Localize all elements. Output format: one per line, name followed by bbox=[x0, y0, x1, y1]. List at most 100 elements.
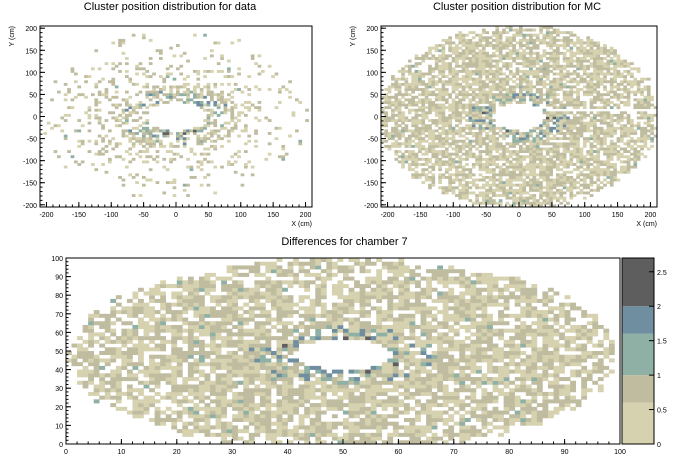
heatmap-cell bbox=[569, 160, 574, 164]
heatmap-cell bbox=[414, 75, 419, 79]
heatmap-cell bbox=[623, 134, 628, 138]
heatmap-cell bbox=[643, 137, 648, 141]
heatmap-cell bbox=[636, 152, 641, 156]
heatmap-cell bbox=[562, 137, 567, 141]
heatmap-cell bbox=[640, 80, 644, 84]
heatmap-cell bbox=[159, 57, 163, 60]
heatmap-cell bbox=[525, 72, 530, 76]
heatmap-cell bbox=[210, 369, 216, 374]
heatmap-cell bbox=[126, 373, 133, 378]
heatmap-cell bbox=[193, 88, 197, 91]
heatmap-cell bbox=[94, 139, 99, 143]
heatmap-cell bbox=[495, 82, 500, 86]
heatmap-cell bbox=[461, 108, 466, 112]
heatmap-cell bbox=[545, 72, 550, 76]
heatmap-cell bbox=[149, 306, 155, 311]
heatmap-cell bbox=[118, 69, 122, 73]
heatmap-cell bbox=[626, 121, 631, 125]
heatmap-cell bbox=[461, 168, 466, 172]
heatmap-cell bbox=[596, 168, 601, 172]
heatmap-cell bbox=[606, 69, 611, 73]
heatmap-cell bbox=[444, 88, 449, 91]
heatmap-cell bbox=[616, 98, 621, 102]
heatmap-cell bbox=[186, 59, 190, 63]
heatmap-cell bbox=[492, 126, 496, 130]
heatmap-cell bbox=[636, 90, 641, 94]
heatmap-cell bbox=[196, 137, 201, 141]
heatmap-cell bbox=[232, 291, 239, 296]
heatmap-cell bbox=[50, 126, 54, 130]
heatmap-cell bbox=[431, 150, 436, 153]
heatmap-cell bbox=[596, 75, 601, 79]
heatmap-cell bbox=[461, 116, 466, 120]
heatmap-cell bbox=[492, 183, 496, 187]
heatmap-cell bbox=[145, 90, 150, 94]
heatmap-cells bbox=[381, 26, 658, 208]
heatmap-cell bbox=[171, 399, 178, 404]
heatmap-cell bbox=[99, 332, 106, 337]
heatmap-cell bbox=[176, 351, 183, 356]
heatmap-cell bbox=[465, 75, 469, 79]
heatmap-cell bbox=[182, 284, 189, 289]
heatmap-cell bbox=[138, 414, 144, 419]
heatmap-cell bbox=[630, 62, 634, 66]
heatmap-cell bbox=[512, 28, 516, 32]
heatmap-cell bbox=[162, 88, 167, 91]
heatmap-cell bbox=[559, 178, 564, 182]
heatmap-cell bbox=[636, 106, 641, 110]
heatmap-cell bbox=[391, 129, 395, 133]
heatmap-cell bbox=[451, 113, 456, 117]
heatmap-cell bbox=[135, 119, 139, 122]
heatmap-cell bbox=[159, 75, 163, 79]
heatmap-cell bbox=[640, 152, 644, 156]
heatmap-cell bbox=[542, 186, 547, 190]
heatmap-cell bbox=[502, 41, 506, 45]
heatmap-cell bbox=[508, 41, 513, 45]
x-tick-label: -50 bbox=[139, 212, 149, 219]
heatmap-cell bbox=[203, 85, 207, 89]
heatmap-cell bbox=[505, 57, 510, 60]
heatmap-cell bbox=[226, 358, 233, 363]
heatmap-cell bbox=[535, 100, 540, 104]
heatmap-cell bbox=[461, 80, 466, 84]
heatmap-cell bbox=[444, 106, 449, 110]
heatmap-cell bbox=[128, 111, 133, 115]
heatmap-cell bbox=[210, 160, 214, 164]
heatmap-cell bbox=[411, 119, 415, 122]
heatmap-cell bbox=[434, 129, 439, 133]
heatmap-cell bbox=[461, 139, 466, 143]
heatmap-cell bbox=[401, 134, 405, 138]
heatmap-cell bbox=[535, 75, 540, 79]
heatmap-cell bbox=[481, 67, 486, 71]
heatmap-cell bbox=[623, 155, 628, 159]
heatmap-cell bbox=[226, 269, 233, 274]
heatmap-cell bbox=[407, 88, 412, 91]
heatmap-cell bbox=[455, 100, 459, 104]
heatmap-cell bbox=[421, 103, 426, 107]
heatmap-cell bbox=[515, 82, 520, 86]
heatmap-cell bbox=[515, 95, 520, 99]
heatmap-cell bbox=[630, 137, 634, 141]
heatmap-cell bbox=[542, 173, 547, 177]
heatmap-cell bbox=[138, 116, 143, 120]
heatmap-cell bbox=[257, 64, 262, 68]
heatmap-cell bbox=[576, 168, 580, 172]
heatmap-cell bbox=[542, 191, 547, 195]
heatmap-cell bbox=[552, 183, 557, 187]
heatmap-cell bbox=[596, 139, 601, 143]
heatmap-cell bbox=[619, 160, 624, 164]
heatmap-cell bbox=[434, 108, 439, 112]
heatmap-cell bbox=[478, 82, 483, 86]
heatmap-cell bbox=[148, 137, 153, 141]
heatmap-cell bbox=[552, 38, 557, 42]
heatmap-cell bbox=[233, 103, 238, 107]
heatmap-cell bbox=[603, 75, 607, 79]
heatmap-cell bbox=[485, 31, 490, 35]
heatmap-cell bbox=[522, 93, 527, 97]
heatmap-cell bbox=[438, 67, 442, 71]
heatmap-cell bbox=[475, 157, 479, 161]
heatmap-cell bbox=[421, 121, 426, 125]
heatmap-cell bbox=[512, 170, 516, 174]
heatmap-cell bbox=[431, 142, 436, 146]
heatmap-cell bbox=[572, 186, 577, 190]
